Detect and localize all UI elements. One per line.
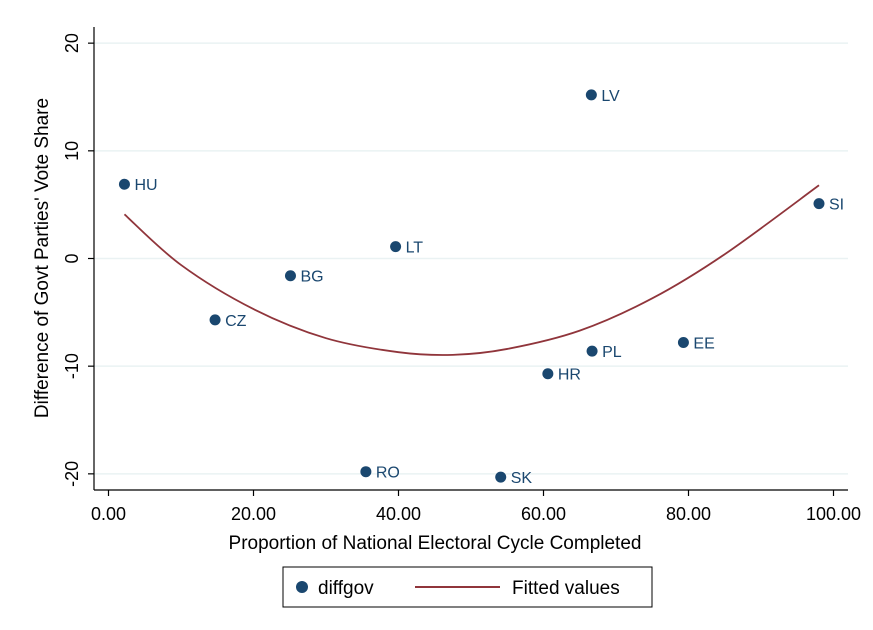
point-label-si: SI — [829, 197, 844, 214]
x-tick-label: 40.00 — [376, 504, 421, 524]
y-axis-title: Difference of Govt Parties' Vote Share — [32, 98, 53, 418]
point-lv — [585, 89, 597, 101]
x-tick-label: 20.00 — [231, 504, 276, 524]
point-hr — [542, 368, 554, 380]
y-tick-label: -20 — [62, 461, 82, 487]
point-cz — [209, 314, 221, 326]
point-bg — [284, 270, 296, 282]
y-tick-label: 0 — [62, 253, 82, 263]
x-axis-ticks: 0.00 20.00 40.00 60.00 80.00 100.00 — [91, 490, 861, 524]
point-label-hu: HU — [134, 177, 157, 194]
point-label-sk: SK — [511, 470, 533, 487]
fitted-line-group — [123, 184, 820, 356]
point-label-lv: LV — [601, 88, 620, 105]
point-label-cz: CZ — [225, 313, 247, 330]
point-lt — [390, 241, 402, 253]
x-axis-title: Proportion of National Electoral Cycle C… — [229, 533, 642, 554]
legend-label-diffgov: diffgov — [318, 578, 374, 599]
point-label-ro: RO — [376, 465, 400, 482]
point-label-lt: LT — [406, 240, 424, 257]
data-points: HU CZ BG LT RO SK HR PL LV EE SI — [118, 88, 844, 487]
y-tick-label: -10 — [62, 353, 82, 379]
fitted-values-line — [123, 184, 820, 356]
gridlines — [94, 42, 848, 475]
point-sk — [495, 471, 507, 483]
legend: diffgov Fitted values — [282, 566, 653, 608]
y-tick-label: 10 — [62, 141, 82, 161]
point-label-pl: PL — [602, 344, 622, 361]
point-hu — [118, 178, 130, 190]
point-label-ee: EE — [693, 335, 714, 352]
point-ee — [677, 336, 689, 348]
legend-marker-diffgov — [296, 581, 308, 593]
x-tick-label: 100.00 — [806, 504, 861, 524]
x-tick-label: 60.00 — [521, 504, 566, 524]
y-tick-label: 20 — [62, 33, 82, 53]
point-pl — [586, 345, 598, 357]
y-axis-ticks: -20 -10 0 10 20 — [62, 33, 94, 487]
x-tick-label: 80.00 — [666, 504, 711, 524]
x-tick-label: 0.00 — [91, 504, 126, 524]
legend-label-fitted: Fitted values — [512, 578, 620, 599]
point-label-hr: HR — [558, 367, 581, 384]
point-label-bg: BG — [300, 269, 323, 286]
point-si — [813, 198, 825, 210]
point-ro — [360, 466, 372, 478]
